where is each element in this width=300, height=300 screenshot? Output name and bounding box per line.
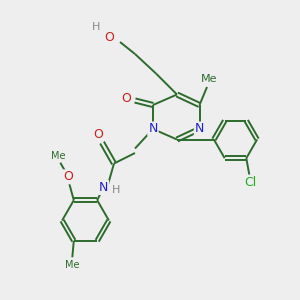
Text: Me: Me (201, 74, 217, 85)
Text: Cl: Cl (244, 176, 256, 189)
Text: N: N (148, 122, 158, 136)
Text: H: H (112, 185, 121, 195)
Text: H: H (92, 22, 100, 32)
Text: Me: Me (65, 260, 79, 270)
Text: Me: Me (51, 151, 65, 161)
Text: N: N (195, 122, 204, 136)
Text: O: O (94, 128, 103, 141)
Text: O: O (64, 170, 73, 183)
Text: O: O (122, 92, 131, 105)
Text: N: N (99, 181, 108, 194)
Text: O: O (105, 31, 114, 44)
